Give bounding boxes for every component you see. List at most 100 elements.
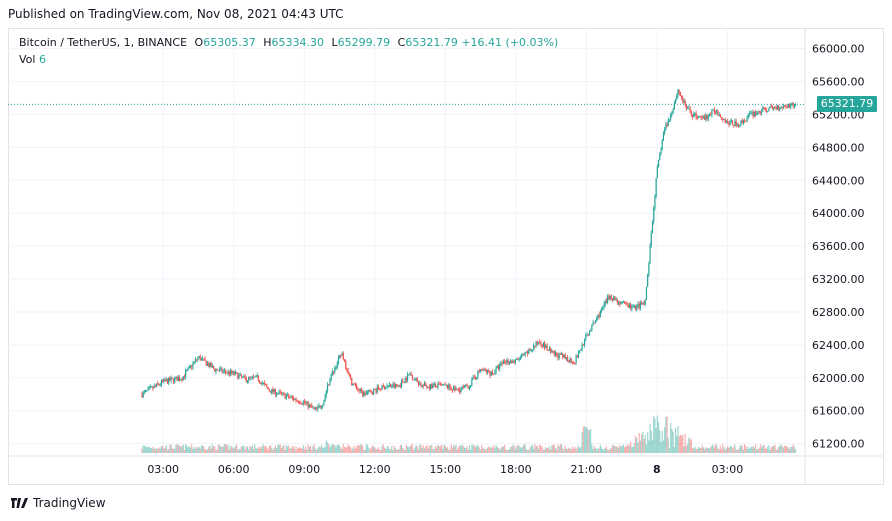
candle xyxy=(235,371,238,374)
candlestick-chart[interactable]: 66000.0065600.0065200.0064800.0064400.00… xyxy=(8,28,884,485)
volume-bar xyxy=(790,446,792,453)
candle xyxy=(719,114,722,118)
volume-bar xyxy=(590,429,592,453)
candle xyxy=(289,396,291,399)
volume-bar xyxy=(379,449,381,453)
volume-bar xyxy=(575,448,577,453)
volume-bar xyxy=(557,444,559,453)
candle xyxy=(727,118,729,125)
candle xyxy=(562,352,564,360)
candle xyxy=(779,106,781,112)
volume-bar xyxy=(517,444,519,453)
candle xyxy=(466,383,468,387)
candle xyxy=(639,300,641,311)
candle xyxy=(166,378,169,384)
candle xyxy=(234,369,236,376)
volume-bar xyxy=(405,444,407,453)
volume-bar xyxy=(750,447,752,453)
volume-bar xyxy=(530,445,532,453)
candle xyxy=(518,357,520,362)
candle xyxy=(496,365,498,369)
volume-bar xyxy=(436,447,438,453)
volume-bar xyxy=(186,445,188,453)
candle xyxy=(794,102,797,107)
candle xyxy=(446,384,449,390)
candle xyxy=(187,366,189,371)
candle xyxy=(473,374,475,380)
candle xyxy=(178,375,181,382)
candle xyxy=(288,393,290,399)
volume-bar xyxy=(518,445,520,453)
volume-bar xyxy=(764,448,766,453)
volume-bar xyxy=(770,447,772,453)
candle xyxy=(654,194,656,211)
legend-open-label: O xyxy=(194,36,204,49)
candle xyxy=(660,147,662,156)
volume-bar xyxy=(396,449,398,453)
volume-bar xyxy=(461,444,463,453)
volume-bar xyxy=(604,448,606,453)
candle xyxy=(710,111,712,117)
volume-bar xyxy=(580,446,582,453)
candle xyxy=(582,343,584,346)
volume-bar xyxy=(228,449,230,453)
volume-bar xyxy=(714,444,717,453)
volume-bar xyxy=(627,444,629,453)
candle xyxy=(477,370,479,380)
candle xyxy=(243,374,245,379)
volume-bar xyxy=(717,448,719,453)
volume-bar xyxy=(306,449,308,453)
volume-bar xyxy=(234,445,236,453)
volume-bar xyxy=(531,445,534,453)
volume-bar xyxy=(738,449,740,453)
volume-bar xyxy=(747,446,749,453)
volume-bar xyxy=(300,448,302,453)
candle xyxy=(678,89,680,96)
candle xyxy=(408,374,410,376)
candle xyxy=(246,379,249,384)
volume-bar xyxy=(356,446,358,453)
volume-bar xyxy=(415,444,417,453)
candle xyxy=(632,303,634,308)
candle xyxy=(360,387,363,394)
candle xyxy=(251,375,253,380)
volume-bar xyxy=(259,448,261,453)
candle xyxy=(456,388,458,391)
candle xyxy=(143,389,146,395)
candle xyxy=(274,388,276,398)
candle xyxy=(505,359,507,366)
candle xyxy=(417,380,420,387)
volume-bar xyxy=(625,446,627,453)
footer[interactable]: TradingView xyxy=(10,496,106,510)
volume-bar xyxy=(598,448,600,453)
candle xyxy=(369,389,371,392)
candle xyxy=(723,118,725,121)
volume-bar xyxy=(573,448,575,453)
candle xyxy=(433,381,435,387)
candle xyxy=(599,309,601,318)
candle xyxy=(386,383,388,388)
volume-bar xyxy=(386,446,388,453)
candle xyxy=(557,352,559,361)
candle xyxy=(385,386,387,390)
volume-bar xyxy=(301,448,303,453)
candle xyxy=(488,368,490,374)
time-tick-label: 21:00 xyxy=(571,463,603,476)
candle xyxy=(160,379,163,388)
candle xyxy=(292,395,295,402)
volume-bar xyxy=(434,446,437,453)
candle xyxy=(221,367,223,374)
candle xyxy=(313,407,315,411)
candle xyxy=(665,122,667,131)
candle xyxy=(228,370,230,377)
candle xyxy=(159,383,161,387)
candle xyxy=(348,371,350,377)
price-tick-label: 62400.00 xyxy=(812,339,865,352)
volume-bar xyxy=(556,449,558,453)
candle xyxy=(242,376,244,378)
volume-bar xyxy=(251,445,253,453)
volume-bar xyxy=(742,449,745,453)
candle xyxy=(375,388,377,395)
volume-bar xyxy=(393,445,395,453)
candle xyxy=(668,119,671,123)
